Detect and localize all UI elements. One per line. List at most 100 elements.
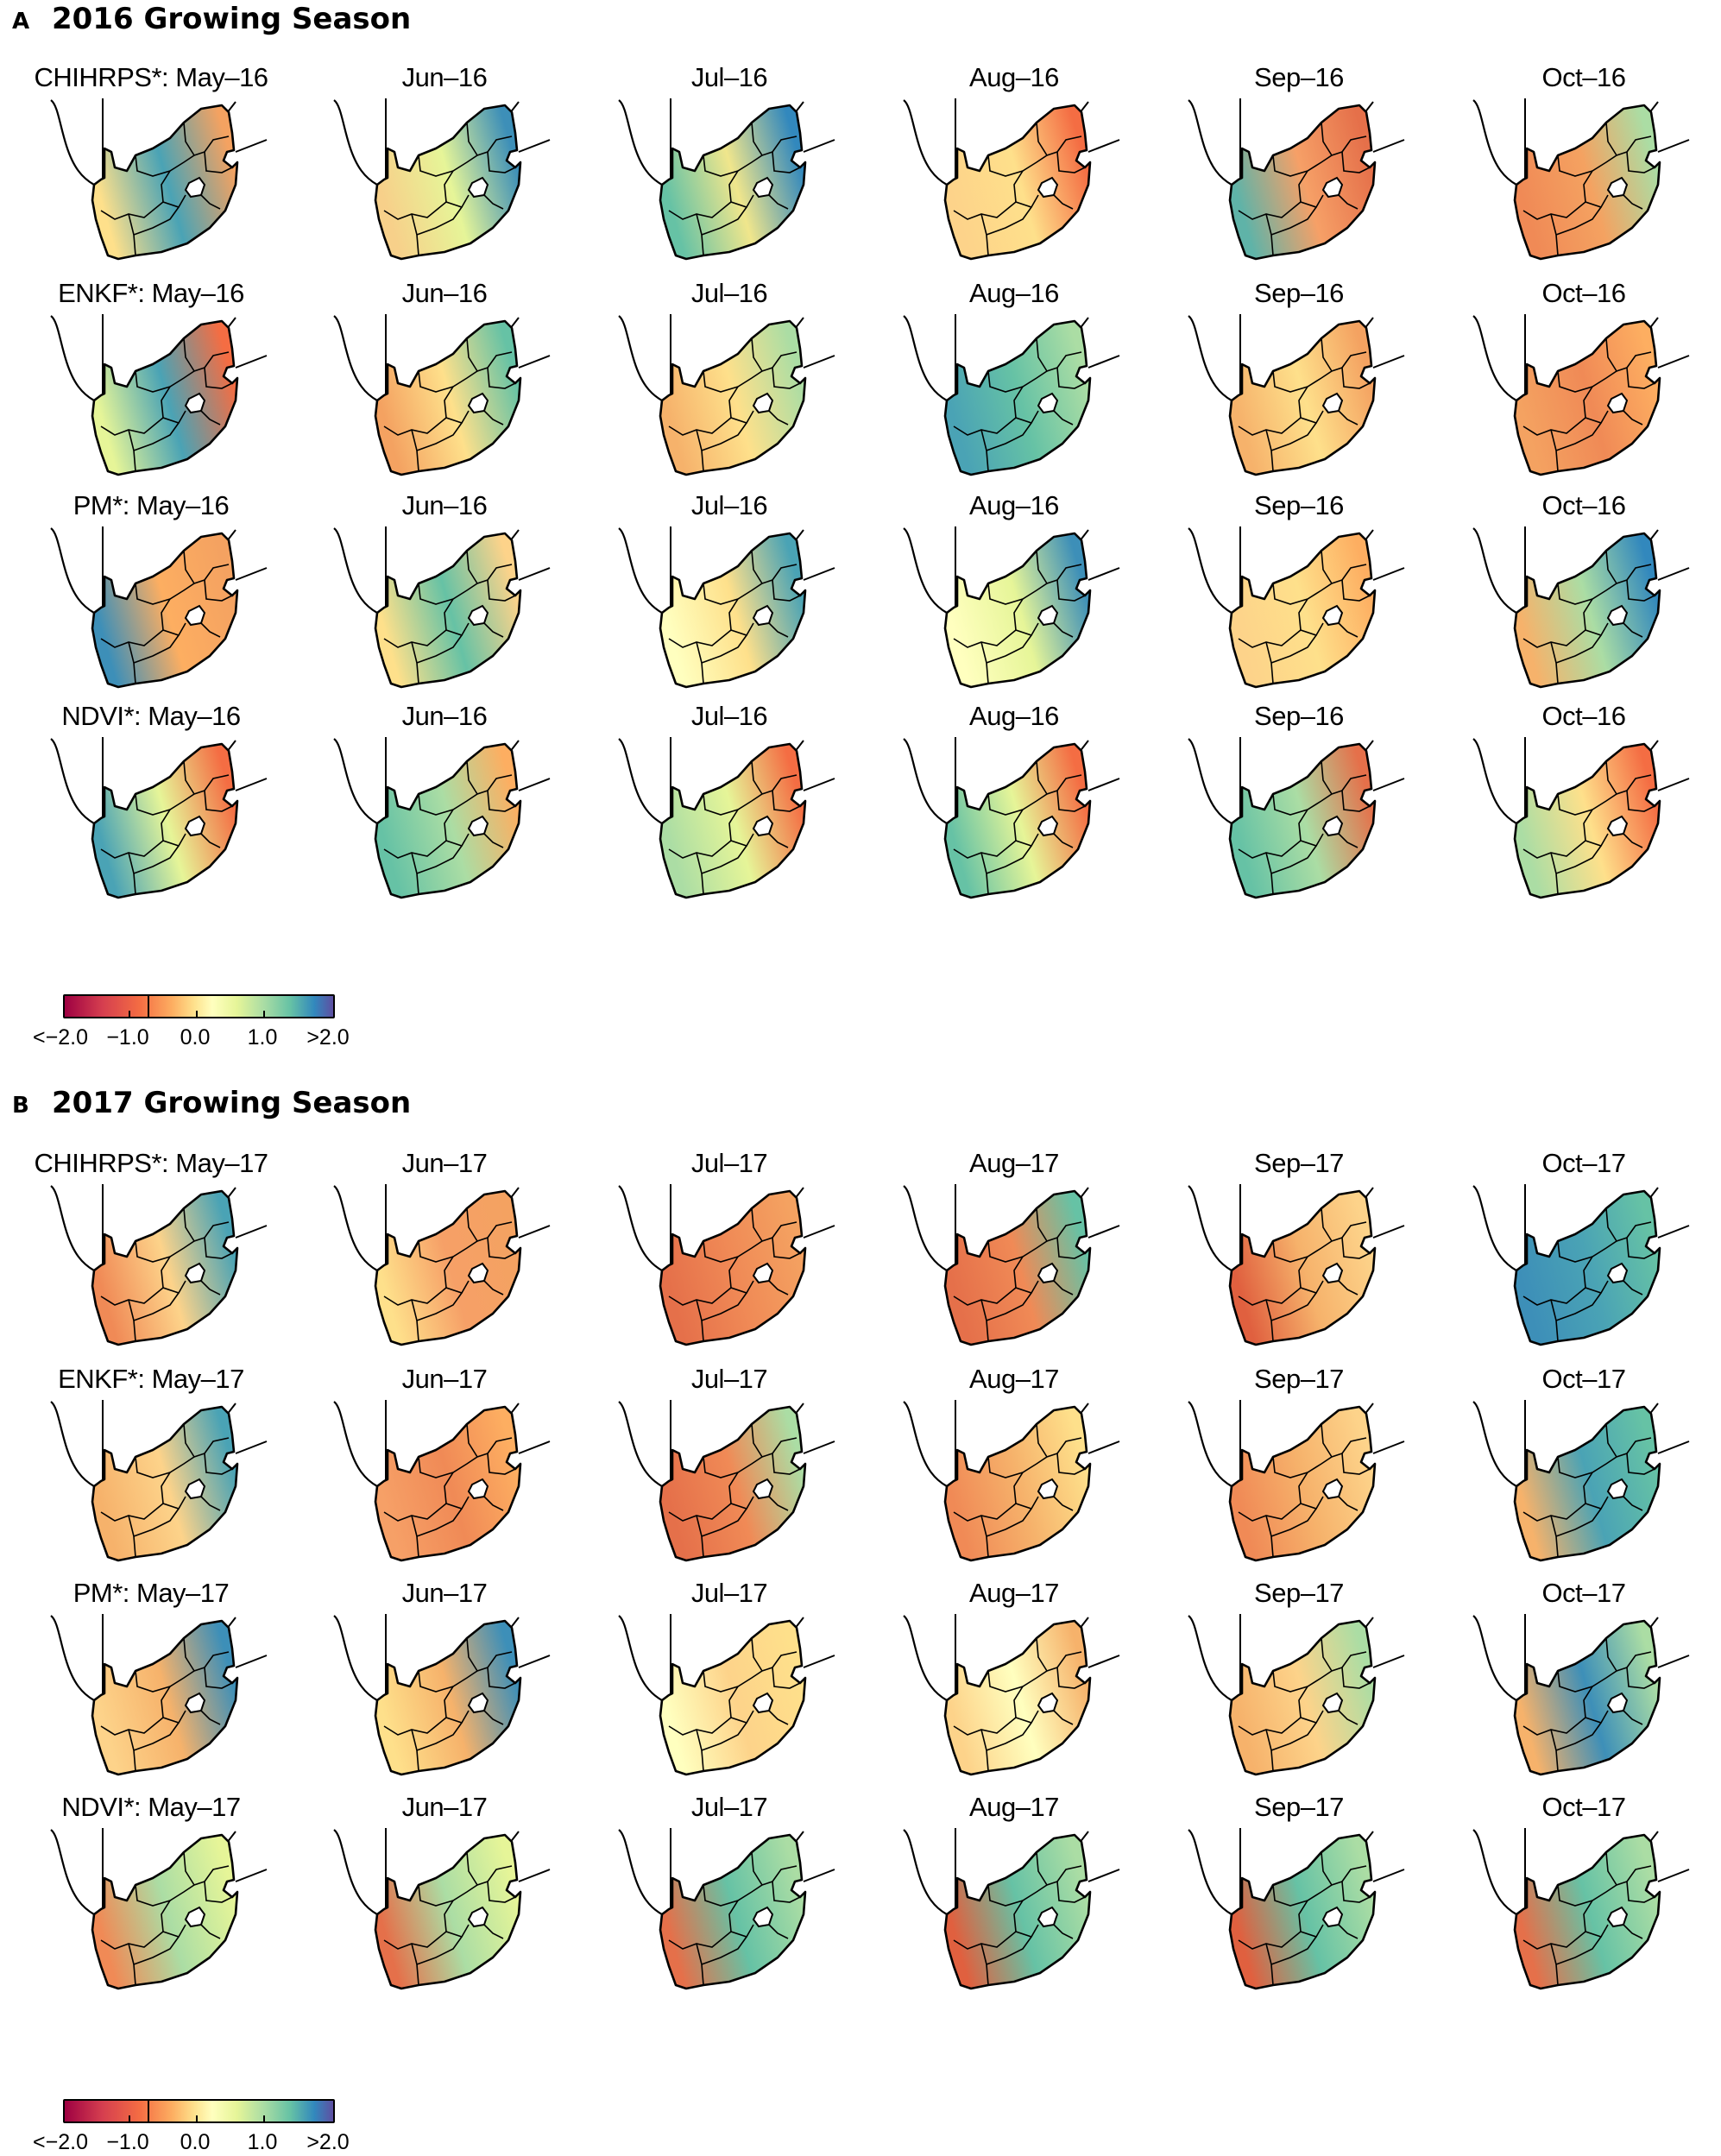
province-boundary (1056, 1865, 1082, 1882)
map-panel: Jun–17 (302, 1364, 587, 1571)
namibia-coastline (50, 527, 95, 614)
province-boundary (1053, 1280, 1074, 1295)
south-africa-map (50, 1828, 268, 1990)
province-boundary (133, 206, 180, 236)
map-panel: Aug–17 (872, 1364, 1157, 1571)
province-boundary (1270, 845, 1317, 874)
south-africa-outline (374, 1405, 522, 1562)
south-africa-map (618, 1828, 835, 1990)
province-boundary (487, 1237, 516, 1259)
namibia-coastline (903, 315, 948, 401)
province-boundary (1341, 1221, 1367, 1239)
south-africa-outline (91, 104, 239, 261)
province-boundary (1626, 1453, 1655, 1475)
panel-label: ENKF*: May–17 (58, 1364, 244, 1394)
south-africa-map (333, 98, 551, 261)
map-panel: Aug–16 (872, 62, 1157, 269)
province-boundary (204, 367, 233, 389)
province-boundary (1341, 1651, 1367, 1668)
province-boundary (986, 1722, 1032, 1751)
mozambique-coast (235, 1655, 268, 1668)
province-boundary (1341, 1865, 1367, 1882)
namibia-coastline (50, 1615, 95, 1701)
south-africa-outline (1228, 1189, 1377, 1346)
province-boundary (1338, 1924, 1359, 1939)
province-boundary (1053, 1710, 1074, 1725)
south-africa-outline (659, 532, 807, 689)
province-boundary (1341, 564, 1367, 581)
province-boundary (1555, 1936, 1602, 1965)
province-boundary (772, 1221, 797, 1239)
namibia-coastline (1188, 1185, 1232, 1271)
province-boundary (1626, 1651, 1652, 1668)
province-boundary (200, 1924, 221, 1939)
province-boundary (772, 1651, 797, 1668)
province-boundary (1321, 1851, 1333, 1886)
province-boundary (1270, 1936, 1317, 1965)
mozambique-coast (1657, 1225, 1690, 1239)
province-boundary (1056, 367, 1086, 389)
province-boundary (487, 579, 516, 602)
mozambique-coast (803, 1655, 835, 1668)
south-africa-outline (374, 1189, 522, 1346)
mozambique-coast (1372, 1869, 1405, 1882)
south-africa-outline (1228, 1619, 1377, 1776)
mozambique-coast (235, 139, 268, 153)
map-panel: Aug–16 (872, 278, 1157, 485)
namibia-coastline (1188, 527, 1232, 614)
map-panel: Oct–16 (1441, 490, 1721, 697)
map-panel: Jul–16 (587, 278, 872, 485)
south-africa-map (1472, 314, 1690, 476)
namibia-coastline (1188, 1615, 1232, 1701)
namibia-coastline (333, 527, 378, 614)
panel-label: ENKF*: May–16 (58, 278, 244, 308)
south-africa-outline (1228, 742, 1377, 899)
mozambique-coast (1657, 355, 1690, 369)
mozambique-coast (518, 1869, 551, 1882)
province-boundary (772, 1881, 801, 1903)
colorbar-labels: <−2.0 −1.0 0.0 1.0 >2.0 (26, 2130, 371, 2156)
province-boundary (466, 1637, 478, 1672)
province-boundary (1626, 367, 1655, 389)
province-boundary (1555, 634, 1602, 664)
south-africa-map (333, 737, 551, 899)
province-boundary (1623, 410, 1643, 426)
mozambique-coast (518, 567, 551, 581)
map-panel: PM*: May–17 (19, 1578, 304, 1785)
province-boundary (1321, 550, 1333, 584)
panel-label: Oct–16 (1541, 701, 1626, 731)
map-panel: Jul–16 (587, 62, 872, 269)
province-boundary (483, 1924, 504, 1939)
south-africa-outline (659, 1619, 807, 1776)
province-boundary (1053, 194, 1074, 210)
province-boundary (772, 790, 801, 812)
mozambique-coast (518, 1655, 551, 1668)
colorbar-tick-label: 1.0 (247, 1025, 278, 1050)
panel-label: Oct–17 (1541, 1792, 1626, 1822)
province-boundary (1270, 1508, 1317, 1537)
colorbar (63, 994, 335, 1018)
province-boundary (986, 206, 1032, 236)
mozambique-coast (803, 1225, 835, 1239)
map-panel: ENKF*: May–17 (19, 1364, 304, 1571)
south-africa-map (1472, 98, 1690, 261)
province-boundary (1036, 122, 1048, 156)
map-panel: Sep–16 (1157, 490, 1441, 697)
colorbar-tick-label: <−2.0 (33, 2130, 88, 2154)
province-boundary (487, 1221, 513, 1239)
panel-label: Jul–16 (690, 62, 768, 92)
province-boundary (1341, 579, 1371, 602)
panel-label: Jun–16 (401, 490, 488, 520)
province-boundary (1555, 1292, 1602, 1321)
province-boundary (1036, 1637, 1048, 1672)
province-boundary (1270, 634, 1317, 664)
south-africa-outline (659, 1189, 807, 1346)
south-africa-map (903, 1184, 1120, 1346)
panel-label: Aug–17 (969, 1364, 1059, 1394)
south-africa-outline (659, 104, 807, 261)
panel-label: PM*: May–17 (72, 1578, 230, 1608)
mozambique-coast (1657, 778, 1690, 791)
namibia-coastline (1472, 99, 1517, 186)
south-africa-outline (943, 1833, 1092, 1990)
province-boundary (772, 1865, 797, 1882)
